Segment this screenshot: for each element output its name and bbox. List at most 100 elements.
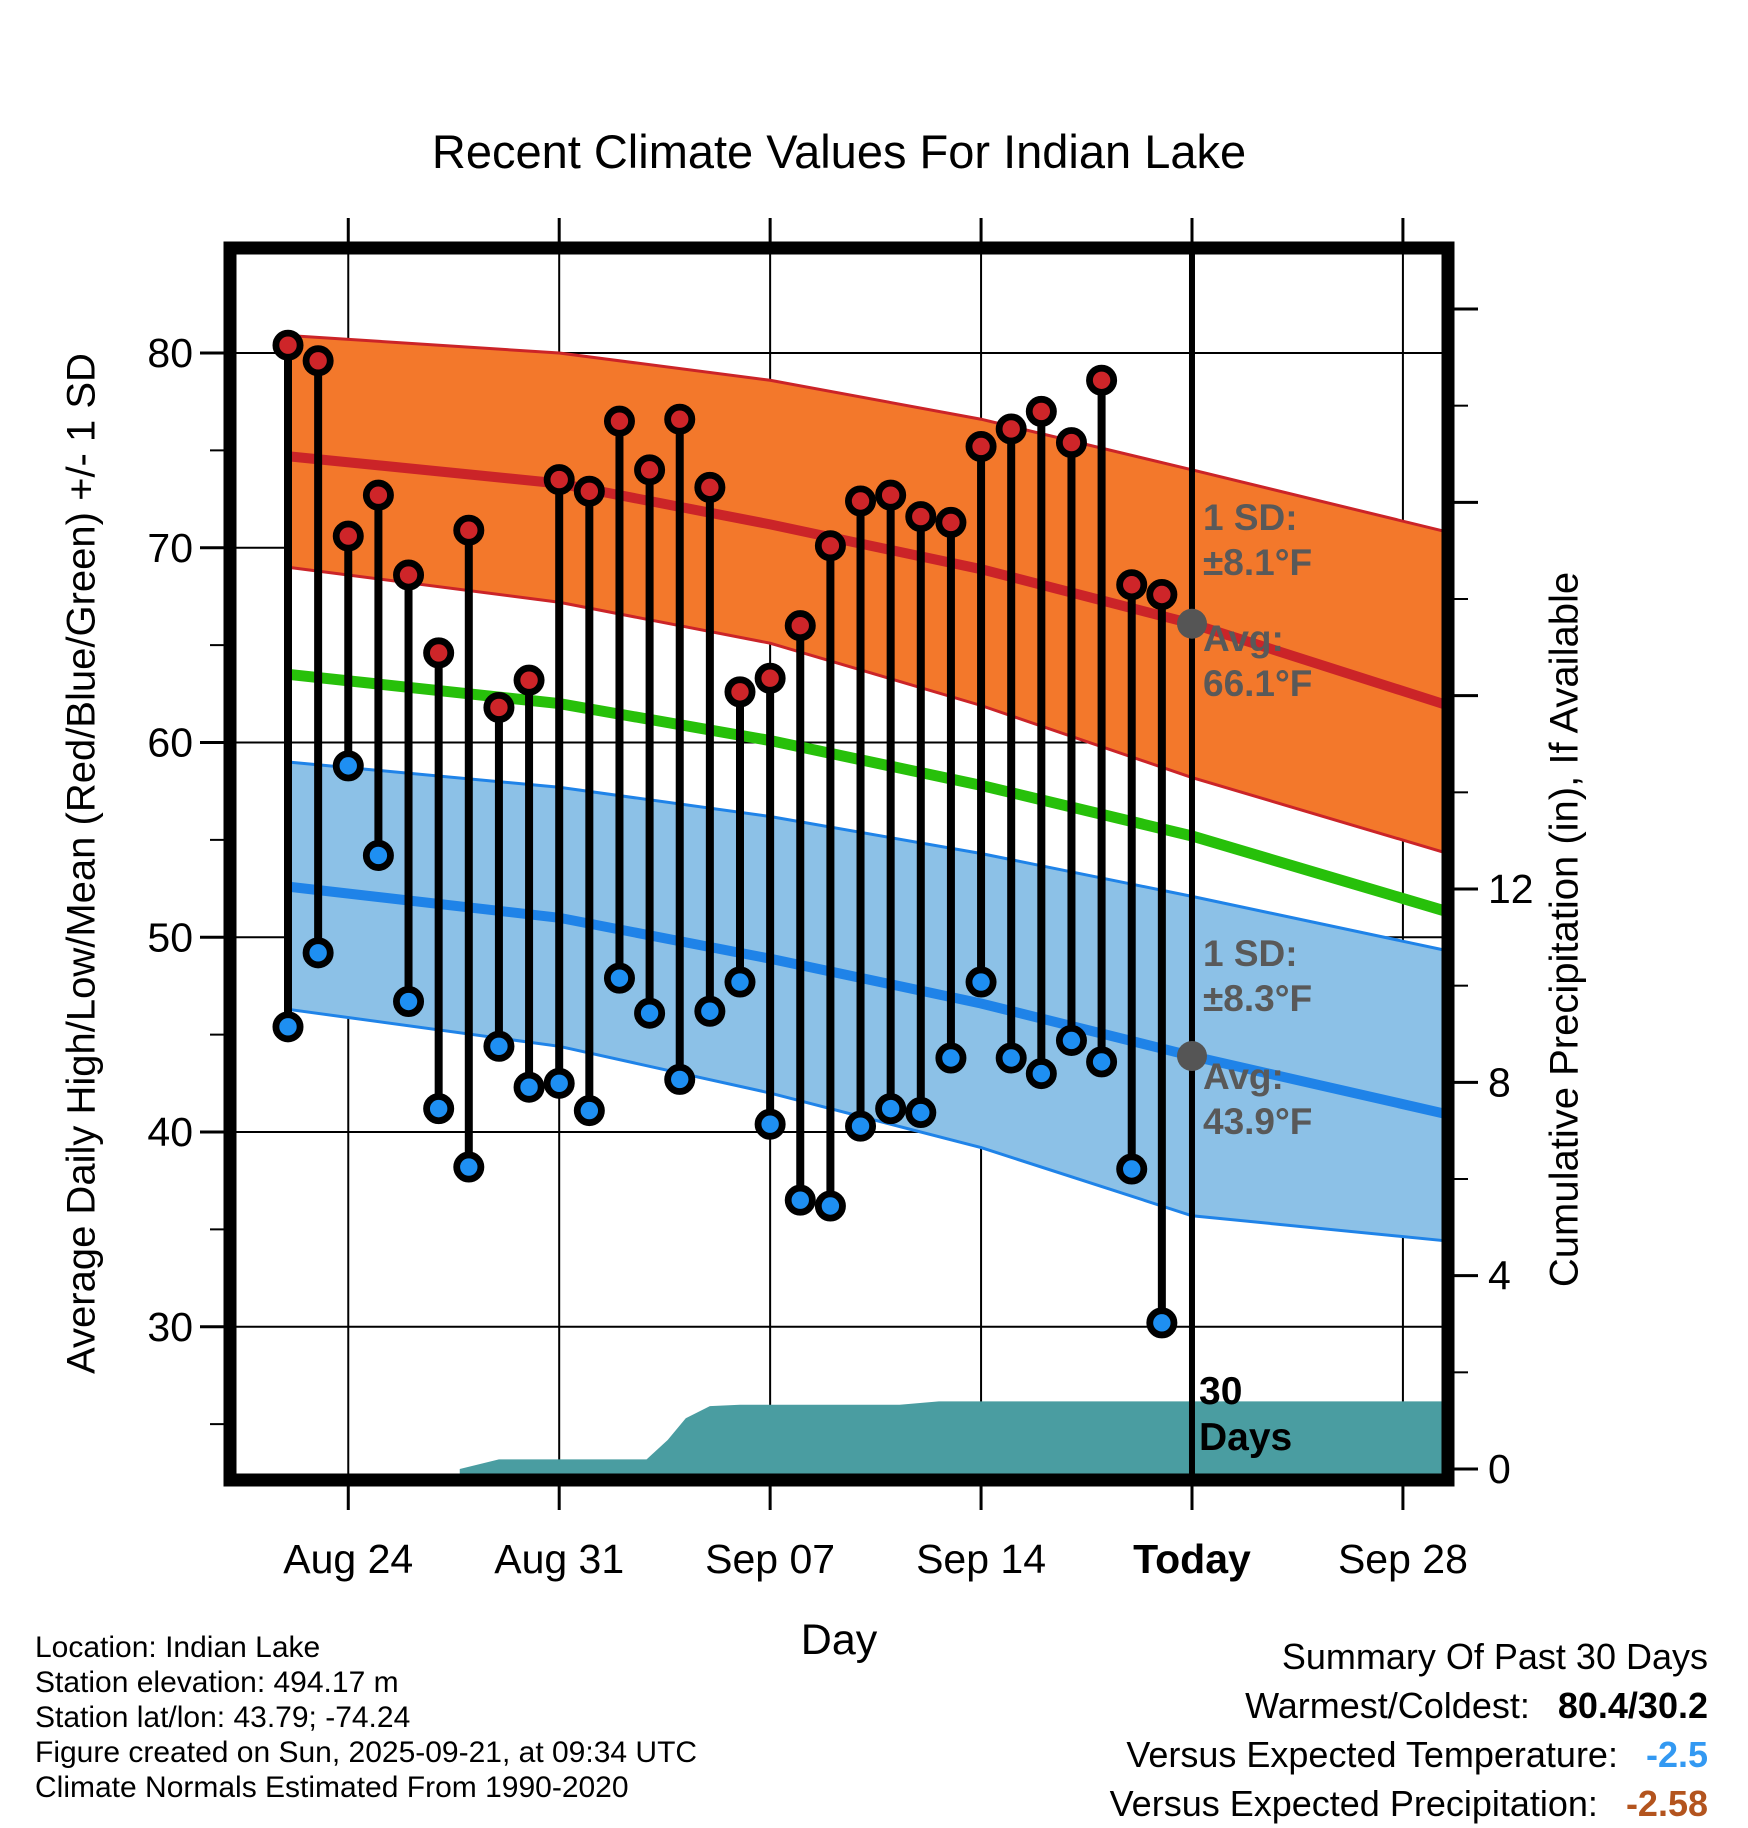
y-right-tick-label: 0 bbox=[1488, 1446, 1511, 1492]
y-left-tick-label: 80 bbox=[147, 330, 193, 376]
warmest-coldest-label: Warmest/Coldest: bbox=[1245, 1685, 1530, 1726]
x-tick-label: Sep 28 bbox=[1338, 1536, 1468, 1582]
low-dot bbox=[302, 937, 334, 969]
low-dot bbox=[483, 1030, 515, 1062]
high-dot bbox=[664, 403, 696, 435]
low-avg-annotation: Avg: 43.9°F bbox=[1203, 1054, 1312, 1144]
figure-created: Figure created on Sun, 2025-09-21, at 09… bbox=[35, 1736, 698, 1769]
high-dot bbox=[483, 691, 515, 723]
low-dot bbox=[754, 1108, 786, 1140]
vs-precipitation-value: -2.58 bbox=[1625, 1783, 1708, 1824]
warmest-coldest-value: 80.4/30.2 bbox=[1557, 1685, 1708, 1726]
low-dot bbox=[814, 1190, 846, 1222]
high-dot bbox=[423, 637, 455, 669]
low-avg-label: Avg: bbox=[1203, 1056, 1284, 1097]
summary-row-warmest-coldest: Warmest/Coldest: 80.4/30.2 bbox=[1110, 1681, 1708, 1730]
high-dot bbox=[453, 514, 485, 546]
low-dot bbox=[694, 995, 726, 1027]
low-band-lower-edge bbox=[287, 1007, 1449, 1243]
high-dot bbox=[634, 454, 666, 486]
low-dot bbox=[1055, 1024, 1087, 1056]
high-mean-line bbox=[287, 451, 1450, 711]
period-annotation: 30 Days bbox=[1199, 1369, 1292, 1461]
y-left-tick-label: 50 bbox=[147, 914, 193, 960]
low-avg-marker bbox=[1176, 1041, 1207, 1072]
high-dot bbox=[1146, 578, 1178, 610]
low-dot bbox=[1146, 1307, 1178, 1339]
low-dot bbox=[332, 750, 364, 782]
high-climatology-band bbox=[288, 335, 1449, 854]
low-dot bbox=[905, 1097, 937, 1129]
high-sd-label: 1 SD: bbox=[1203, 497, 1298, 538]
high-dot bbox=[965, 430, 997, 462]
low-dot bbox=[1116, 1153, 1148, 1185]
high-dot bbox=[935, 506, 967, 538]
high-dot bbox=[845, 485, 877, 517]
high-sd-annotation: 1 SD: ±8.1°F bbox=[1203, 495, 1312, 585]
low-mean-line bbox=[287, 881, 1450, 1120]
cumulative-precip-area bbox=[459, 1401, 1449, 1474]
low-dot bbox=[362, 839, 394, 871]
low-dot bbox=[634, 997, 666, 1029]
high-dot bbox=[1116, 569, 1148, 601]
high-dot bbox=[1025, 395, 1057, 427]
high-dot bbox=[603, 405, 635, 437]
high-dot bbox=[302, 345, 334, 377]
chart-title: Recent Climate Values For Indian Lake bbox=[431, 125, 1247, 178]
summary-block: Summary Of Past 30 Days Warmest/Coldest:… bbox=[1110, 1632, 1708, 1828]
high-avg-annotation: Avg: 66.1°F bbox=[1203, 616, 1312, 706]
low-dot bbox=[965, 966, 997, 998]
high-dot bbox=[543, 464, 575, 496]
low-avg-value: 43.9°F bbox=[1203, 1101, 1313, 1142]
low-dot bbox=[423, 1093, 455, 1125]
y-left-tick-label: 30 bbox=[147, 1304, 193, 1350]
high-avg-marker bbox=[1176, 608, 1207, 639]
y-axis-label-right: Cumulative Precipitation (in), If Availa… bbox=[1542, 571, 1587, 1288]
low-dot bbox=[1025, 1058, 1057, 1090]
high-dot bbox=[754, 662, 786, 694]
y-left-tick-label: 60 bbox=[147, 720, 193, 766]
high-dot bbox=[1055, 427, 1087, 459]
x-tick-label: Sep 07 bbox=[705, 1536, 835, 1582]
x-axis-label: Day bbox=[800, 1616, 878, 1664]
low-sd-label: 1 SD: bbox=[1203, 933, 1298, 974]
low-dot bbox=[664, 1063, 696, 1095]
y-left-tick-label: 40 bbox=[147, 1109, 193, 1155]
station-location: Location: Indian Lake bbox=[35, 1631, 321, 1664]
high-dot bbox=[995, 413, 1027, 445]
high-dot bbox=[573, 475, 605, 507]
low-sd-annotation: 1 SD: ±8.3°F bbox=[1203, 931, 1312, 1021]
high-avg-label: Avg: bbox=[1203, 618, 1284, 659]
low-dot bbox=[1086, 1046, 1118, 1078]
low-dot bbox=[393, 986, 425, 1018]
low-dot bbox=[573, 1095, 605, 1127]
summary-title: Summary Of Past 30 Days bbox=[1281, 1636, 1708, 1677]
high-dot bbox=[393, 559, 425, 591]
high-dot bbox=[332, 520, 364, 552]
low-dot bbox=[935, 1042, 967, 1074]
high-dot bbox=[905, 501, 937, 533]
low-dot bbox=[543, 1067, 575, 1099]
low-dot bbox=[724, 966, 756, 998]
low-sd-value: ±8.3°F bbox=[1203, 978, 1313, 1019]
high-avg-value: 66.1°F bbox=[1203, 663, 1313, 704]
low-dot bbox=[875, 1093, 907, 1125]
station-elevation: Station elevation: 494.17 m bbox=[35, 1666, 399, 1699]
high-dot bbox=[814, 530, 846, 562]
x-tick-label: Today bbox=[1133, 1536, 1251, 1582]
low-band-upper-edge bbox=[287, 760, 1449, 953]
low-dot bbox=[453, 1151, 485, 1183]
y-right-tick-label: 8 bbox=[1488, 1059, 1511, 1105]
station-latlon: Station lat/lon: 43.79; -74.24 bbox=[35, 1701, 411, 1734]
y-left-tick-label: 70 bbox=[147, 525, 193, 571]
x-tick-label: Sep 14 bbox=[916, 1536, 1046, 1582]
x-tick-label: Aug 24 bbox=[283, 1536, 413, 1582]
high-dot bbox=[875, 479, 907, 511]
high-band-lower-edge bbox=[287, 565, 1449, 855]
low-dot bbox=[513, 1071, 545, 1103]
y-right-tick-label: 12 bbox=[1488, 866, 1534, 912]
high-dot bbox=[272, 329, 304, 361]
period-line1: 30 bbox=[1199, 1370, 1243, 1413]
